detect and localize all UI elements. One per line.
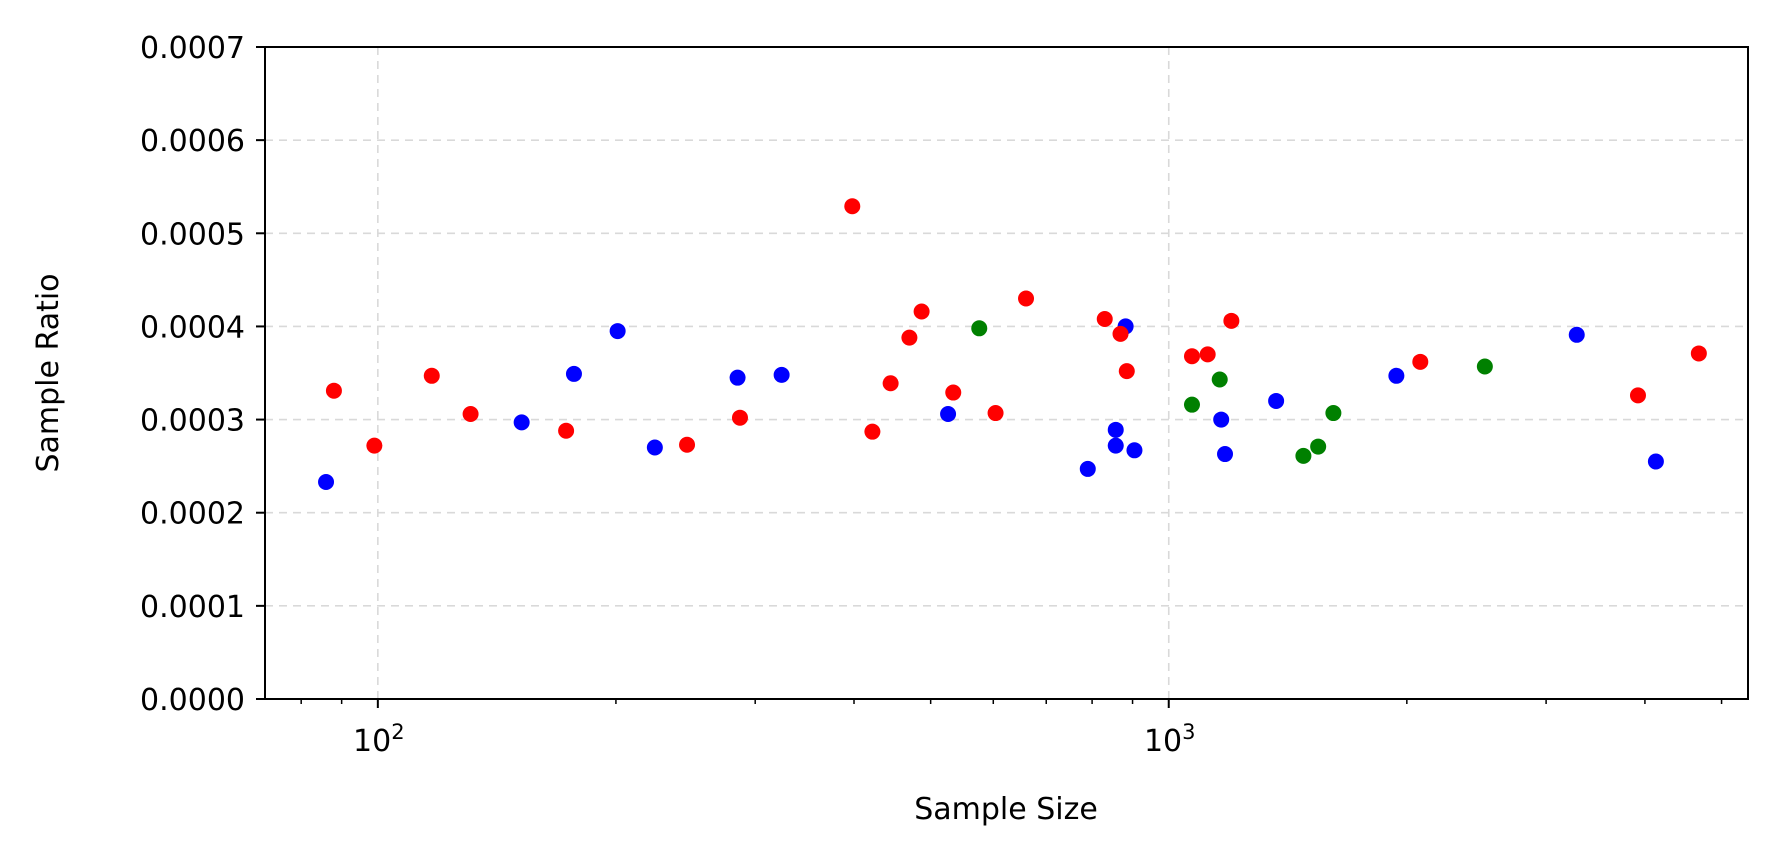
- x-tick-label-base: 10: [353, 724, 391, 759]
- grid-lines: [265, 47, 1748, 699]
- data-point: [1217, 446, 1234, 463]
- data-point: [1107, 437, 1124, 454]
- data-point: [1476, 358, 1493, 375]
- x-tick-label: 103: [1144, 720, 1196, 759]
- y-tick-label: 0.0005: [140, 217, 245, 252]
- data-point: [1568, 326, 1585, 343]
- data-point: [1268, 392, 1285, 409]
- data-point: [513, 414, 530, 431]
- data-point: [423, 367, 440, 384]
- data-point: [987, 405, 1004, 422]
- data-point: [1107, 421, 1124, 438]
- data-point: [773, 366, 790, 383]
- data-point: [1211, 371, 1228, 388]
- data-point: [318, 473, 335, 490]
- x-tick-label-exponent: 3: [1182, 720, 1195, 744]
- data-point: [565, 365, 582, 382]
- x-tick-label-exponent: 2: [391, 720, 404, 744]
- data-point: [731, 409, 748, 426]
- data-point: [729, 369, 746, 386]
- data-point: [1112, 325, 1129, 342]
- data-point: [1126, 442, 1143, 459]
- data-points: [318, 198, 1707, 490]
- data-point: [945, 384, 962, 401]
- x-tick-label: 102: [353, 720, 405, 759]
- data-point: [1647, 453, 1664, 470]
- data-point: [679, 436, 696, 453]
- y-axis-label: Sample Ratio: [31, 273, 66, 472]
- data-point: [1213, 411, 1230, 428]
- data-point: [1118, 363, 1135, 380]
- y-tick-label: 0.0000: [140, 683, 245, 718]
- data-point: [462, 405, 479, 422]
- plot-frame: [264, 46, 1749, 700]
- data-point: [1629, 387, 1646, 404]
- data-point: [646, 439, 663, 456]
- data-point: [901, 329, 918, 346]
- data-point: [609, 323, 626, 340]
- x-axis-label: Sample Size: [914, 792, 1098, 827]
- y-tick-label: 0.0002: [140, 497, 245, 532]
- data-point: [1690, 345, 1707, 362]
- data-point: [971, 320, 988, 337]
- data-point: [558, 422, 575, 439]
- data-point: [1295, 447, 1312, 464]
- y-tick-label: 0.0007: [140, 31, 245, 66]
- x-axis-ticks: 102 103: [353, 699, 1196, 759]
- data-point: [844, 198, 861, 215]
- plot-background: [265, 47, 1748, 699]
- data-point: [1310, 438, 1327, 455]
- data-point: [325, 382, 342, 399]
- data-point: [882, 375, 899, 392]
- data-point: [1388, 367, 1405, 384]
- y-tick-label: 0.0004: [140, 310, 245, 345]
- y-axis-ticks: 0.0000 0.0001 0.0002 0.0003 0.0004 0.0005 0.00…: [140, 31, 265, 718]
- y-tick-label: 0.0003: [140, 404, 245, 439]
- data-point: [1325, 405, 1342, 422]
- y-tick-label: 0.0006: [140, 124, 245, 159]
- data-point: [864, 423, 881, 440]
- data-point: [366, 437, 383, 454]
- data-point: [940, 405, 957, 422]
- data-point: [1183, 396, 1200, 413]
- data-point: [1096, 310, 1113, 327]
- data-point: [1199, 346, 1216, 363]
- data-point: [1183, 348, 1200, 365]
- data-point: [1223, 312, 1240, 329]
- x-tick-label-base: 10: [1144, 724, 1182, 759]
- data-point: [913, 303, 930, 320]
- y-tick-label: 0.0001: [140, 590, 245, 625]
- data-point: [1412, 353, 1429, 370]
- data-point: [1079, 460, 1096, 477]
- data-point: [1018, 290, 1035, 307]
